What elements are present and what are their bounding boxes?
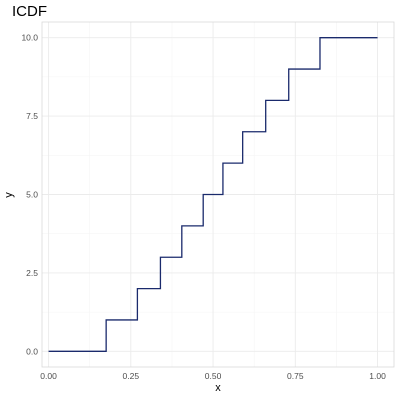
chart-title: ICDF <box>12 3 47 20</box>
y-axis-label: y <box>3 192 15 198</box>
x-tick-label: 0.25 <box>123 371 140 381</box>
y-tick-label: 10.0 <box>21 33 38 43</box>
x-tick-label: 0.00 <box>40 371 57 381</box>
x-axis-label: x <box>215 382 221 394</box>
y-axis-ticks: 0.0 2.5 5.0 7.5 10.0 <box>21 33 38 357</box>
x-tick-label: 0.50 <box>205 371 222 381</box>
x-tick-label: 1.00 <box>369 371 386 381</box>
y-tick-label: 5.0 <box>26 190 38 200</box>
y-tick-label: 7.5 <box>26 111 38 121</box>
y-tick-label: 0.0 <box>26 346 38 356</box>
y-tick-label: 2.5 <box>26 268 38 278</box>
x-axis-ticks: 0.00 0.25 0.50 0.75 1.00 <box>40 371 386 381</box>
x-tick-label: 0.75 <box>287 371 304 381</box>
